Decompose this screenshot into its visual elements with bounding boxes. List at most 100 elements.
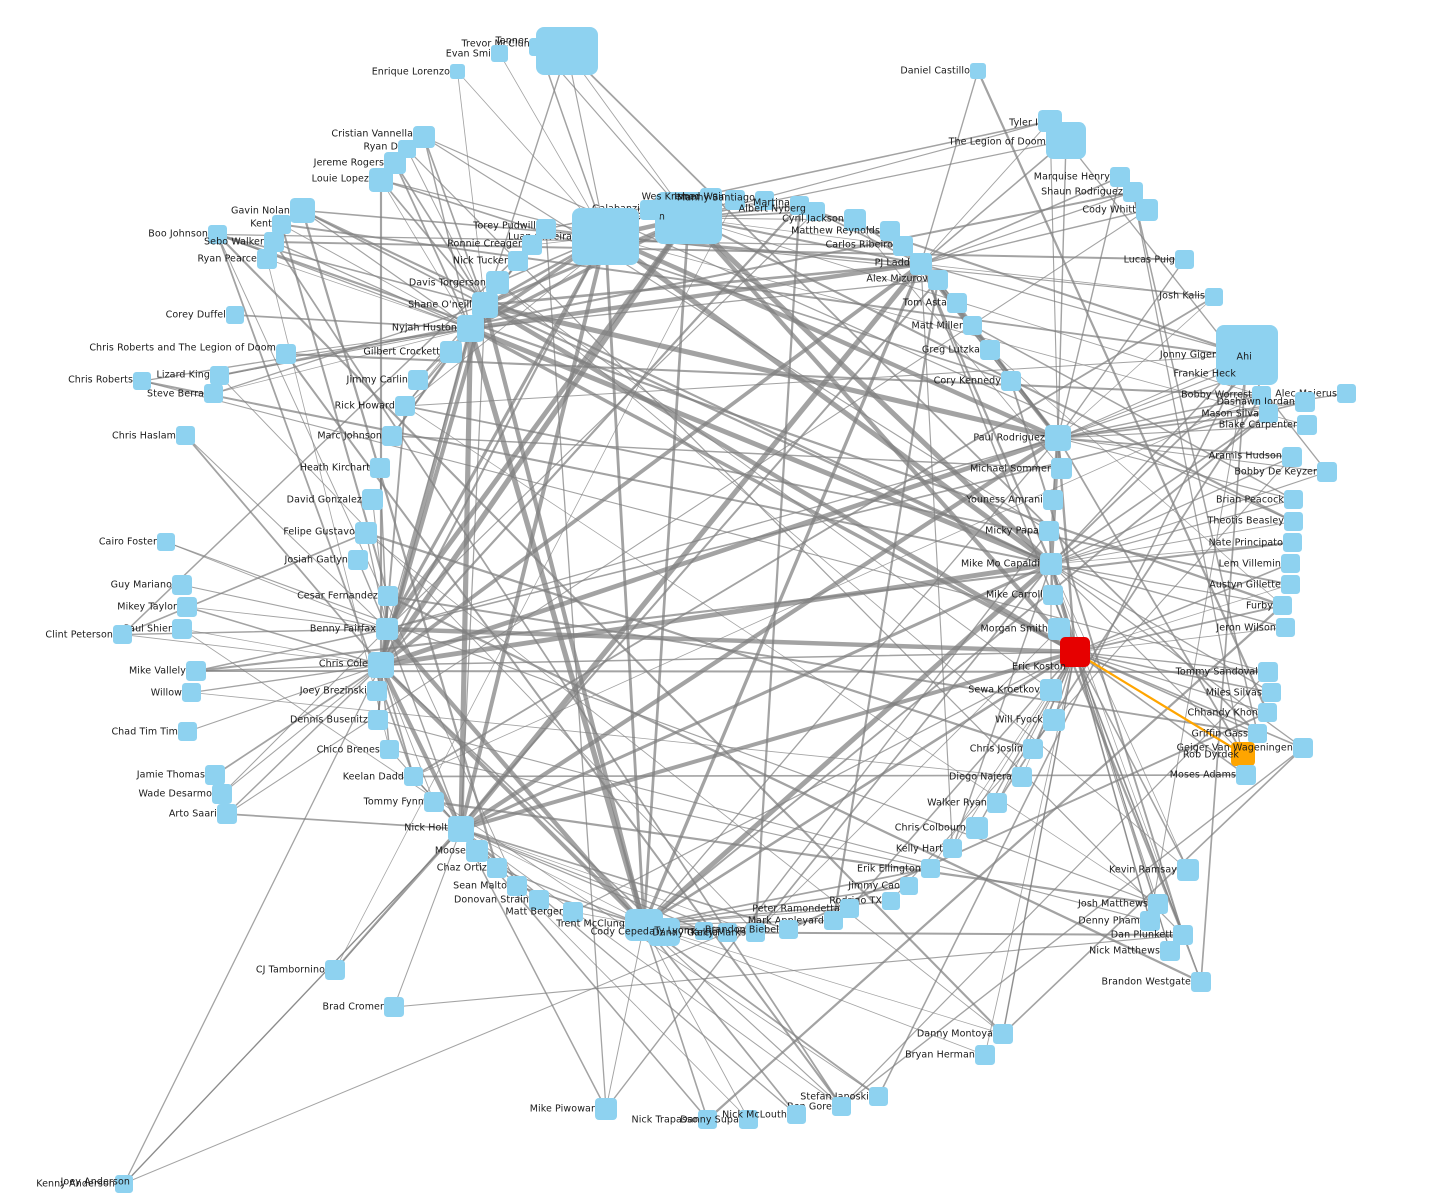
graph-node[interactable] [928, 270, 948, 290]
graph-node[interactable] [205, 765, 225, 785]
graph-node[interactable] [844, 209, 866, 231]
graph-node[interactable] [1236, 765, 1256, 785]
graph-node[interactable] [217, 804, 237, 824]
graph-node[interactable] [369, 168, 393, 192]
graph-node[interactable] [529, 890, 549, 910]
graph-node[interactable] [1175, 250, 1194, 269]
graph-node[interactable] [172, 575, 192, 595]
graph-node[interactable] [1284, 490, 1303, 509]
graph-node[interactable] [208, 225, 227, 244]
graph-node[interactable] [1173, 925, 1193, 945]
graph-node[interactable] [157, 533, 175, 551]
graph-node[interactable] [487, 858, 507, 878]
graph-node[interactable] [1048, 618, 1070, 640]
graph-node[interactable] [963, 316, 982, 335]
graph-node[interactable] [1191, 972, 1211, 992]
graph-node[interactable] [1248, 724, 1267, 743]
graph-node[interactable] [1043, 585, 1063, 605]
graph-node[interactable] [1258, 662, 1278, 682]
graph-node[interactable] [947, 293, 967, 313]
graph-node[interactable] [910, 253, 932, 275]
graph-node[interactable] [172, 619, 192, 639]
graph-node[interactable] [378, 586, 398, 606]
graph-node[interactable] [1051, 458, 1072, 479]
graph-node[interactable] [368, 710, 388, 730]
graph-node[interactable] [380, 740, 399, 759]
graph-node[interactable] [1281, 554, 1300, 573]
graph-node[interactable] [325, 960, 345, 980]
graph-node[interactable] [1177, 859, 1199, 881]
graph-node[interactable] [355, 522, 377, 544]
graph-node[interactable] [832, 1097, 851, 1116]
graph-node[interactable] [457, 315, 484, 342]
graph-node[interactable] [182, 683, 201, 702]
graph-node[interactable] [536, 219, 556, 239]
graph-node[interactable] [1160, 941, 1180, 961]
graph-node[interactable] [1060, 637, 1090, 667]
graph-node[interactable] [1123, 182, 1143, 202]
graph-node[interactable] [507, 876, 527, 896]
graph-node[interactable] [755, 191, 774, 210]
graph-node[interactable] [486, 271, 509, 294]
graph-node[interactable] [1276, 618, 1295, 637]
graph-node[interactable] [257, 249, 277, 269]
graph-node[interactable] [1317, 462, 1337, 482]
graph-node[interactable] [376, 618, 398, 640]
graph-node[interactable] [1281, 575, 1300, 594]
graph-node[interactable] [966, 817, 988, 839]
graph-node[interactable] [404, 767, 423, 786]
graph-node[interactable] [698, 1110, 717, 1129]
graph-node[interactable] [384, 997, 404, 1017]
graph-node[interactable] [869, 1087, 888, 1106]
graph-node[interactable] [491, 45, 508, 62]
graph-node[interactable] [448, 816, 474, 842]
graph-node[interactable] [362, 489, 383, 510]
graph-node[interactable] [1040, 679, 1062, 701]
graph-node[interactable] [1283, 533, 1302, 552]
graph-node[interactable] [395, 396, 415, 416]
graph-node[interactable] [779, 920, 798, 939]
graph-node[interactable] [450, 64, 465, 79]
graph-node[interactable] [1252, 386, 1271, 405]
graph-node[interactable] [572, 208, 639, 265]
graph-node[interactable] [1001, 371, 1021, 391]
graph-node[interactable] [1023, 739, 1043, 759]
graph-node[interactable] [522, 235, 542, 255]
graph-node[interactable] [648, 918, 680, 946]
graph-node[interactable] [1293, 738, 1313, 758]
graph-node[interactable] [824, 911, 843, 930]
graph-node[interactable] [186, 661, 206, 681]
graph-node[interactable] [1259, 404, 1278, 423]
graph-node[interactable] [1012, 767, 1032, 787]
graph-node[interactable] [739, 1110, 758, 1129]
graph-node[interactable] [272, 215, 291, 234]
graph-node[interactable] [840, 899, 859, 918]
graph-node[interactable] [1045, 425, 1071, 451]
graph-node[interactable] [1295, 392, 1315, 412]
graph-node[interactable] [746, 923, 765, 942]
graph-node[interactable] [725, 190, 745, 210]
graph-node[interactable] [348, 550, 368, 570]
graph-node[interactable] [382, 426, 402, 446]
graph-node[interactable] [806, 202, 825, 221]
graph-node[interactable] [640, 200, 660, 220]
graph-node[interactable] [133, 372, 151, 390]
graph-node[interactable] [718, 923, 737, 942]
graph-node[interactable] [943, 839, 962, 858]
graph-node[interactable] [790, 196, 809, 215]
graph-node[interactable] [424, 792, 444, 812]
graph-node[interactable] [367, 681, 387, 701]
graph-node[interactable] [893, 236, 913, 256]
graph-node[interactable] [1043, 709, 1065, 731]
graph-node[interactable] [370, 458, 390, 478]
graph-node[interactable] [276, 344, 296, 364]
graph-node[interactable] [1039, 521, 1059, 541]
graph-node[interactable] [204, 384, 223, 403]
graph-node[interactable] [118, 1176, 132, 1190]
graph-node[interactable] [1262, 683, 1281, 702]
graph-node[interactable] [700, 188, 722, 210]
graph-node[interactable] [1337, 384, 1356, 403]
graph-node[interactable] [440, 341, 462, 363]
graph-node[interactable] [176, 426, 195, 445]
graph-node[interactable] [368, 652, 394, 678]
